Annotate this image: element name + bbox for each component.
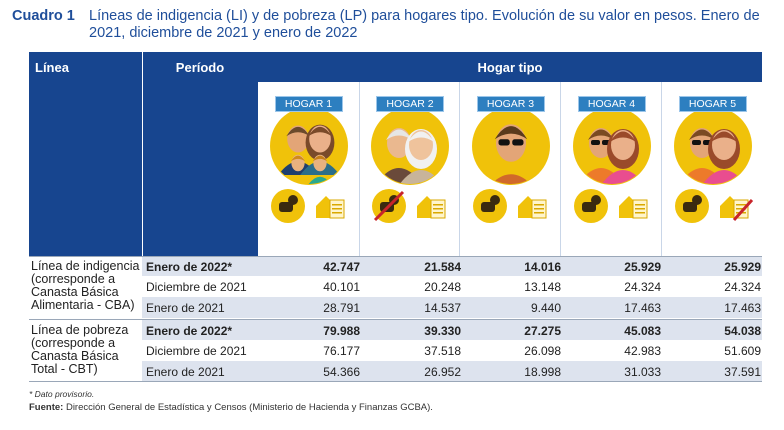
periodo-cell: Enero de 2022* <box>146 260 233 274</box>
value-cell: 25.929 <box>624 260 661 274</box>
hogar-icons <box>672 186 754 231</box>
value-cell: 54.366 <box>323 365 360 379</box>
value-cell: 26.098 <box>524 344 561 358</box>
value-cell: 79.988 <box>323 324 360 338</box>
caption-title: Líneas de indigencia (LI) y de pobreza (… <box>89 8 760 41</box>
single-man-icon <box>471 107 550 185</box>
row-shade <box>142 256 762 276</box>
hogar-portrait <box>571 105 653 192</box>
hogar-badge: HOGAR 1 <box>274 96 343 112</box>
value-cell: 51.609 <box>724 344 761 358</box>
footnote: * Dato provisorio. <box>29 389 95 399</box>
value-cell: 54.038 <box>724 324 761 338</box>
value-cell: 27.275 <box>524 324 561 338</box>
value-cell: 37.591 <box>724 365 761 379</box>
hogar-cell-1: HOGAR 1 <box>258 82 359 256</box>
source-text: Dirección General de Estadística y Censo… <box>65 402 433 413</box>
value-cell: 17.463 <box>724 301 761 315</box>
row-divider <box>29 256 762 257</box>
hogar-portrait <box>470 105 552 192</box>
source-line: Fuente: Dirección General de Estadística… <box>29 402 433 413</box>
value-cell: 37.518 <box>424 344 461 358</box>
couple-icon <box>673 107 752 185</box>
row-divider <box>29 319 762 320</box>
column-divider <box>142 52 143 256</box>
household-attributes-icons <box>372 189 446 223</box>
periodo-cell: Diciembre de 2021 <box>146 344 247 358</box>
hogar-icons <box>571 186 653 231</box>
hogar-icons <box>470 186 552 231</box>
value-cell: 18.998 <box>524 365 561 379</box>
household-attributes-icons <box>674 189 753 223</box>
blue-left-panel <box>29 52 258 256</box>
hogar-badge: HOGAR 3 <box>476 96 545 112</box>
hogar-cell-3: HOGAR 3 <box>459 82 561 256</box>
group-label: Línea de indigencia (corresponde a Canas… <box>31 259 140 312</box>
hogar-portrait <box>672 105 754 192</box>
value-cell: 25.929 <box>724 260 761 274</box>
value-cell: 24.324 <box>724 280 761 294</box>
row-divider <box>29 381 762 382</box>
header-linea: Línea <box>29 52 142 82</box>
hogar-portrait <box>268 105 350 192</box>
value-cell: 14.016 <box>524 260 561 274</box>
elderly-couple-icon <box>371 107 449 185</box>
value-cell: 42.747 <box>323 260 360 274</box>
row-shade <box>142 320 762 340</box>
household-attributes-icons <box>472 189 546 223</box>
header-periodo: Período <box>142 52 258 82</box>
header-hogar-tipo: Hogar tipo <box>258 52 762 82</box>
group-label: Línea de pobreza (corresponde a Canasta … <box>31 323 129 376</box>
hogar-cell-4: HOGAR 4 <box>560 82 662 256</box>
hogar-portrait <box>369 105 451 192</box>
hogar-icons <box>268 186 350 231</box>
hogar-cell-5: HOGAR 5 <box>661 82 763 256</box>
household-attributes-icons <box>270 189 344 223</box>
row-shade <box>142 361 762 382</box>
value-cell: 45.083 <box>624 324 661 338</box>
periodo-cell: Enero de 2021 <box>146 301 225 315</box>
couple-icon <box>572 107 651 185</box>
caption-number: Cuadro 1 <box>12 8 75 24</box>
value-cell: 76.177 <box>323 344 360 358</box>
hogar-icons <box>369 186 451 231</box>
value-cell: 24.324 <box>624 280 661 294</box>
value-cell: 28.791 <box>323 301 360 315</box>
periodo-cell: Diciembre de 2021 <box>146 280 247 294</box>
source-label: Fuente: <box>29 402 64 413</box>
value-cell: 26.952 <box>424 365 461 379</box>
value-cell: 21.584 <box>424 260 461 274</box>
hogar-badge: HOGAR 4 <box>577 96 646 112</box>
value-cell: 20.248 <box>424 280 461 294</box>
hogar-cell-2: HOGAR 2 <box>359 82 460 256</box>
hogar-badge: HOGAR 5 <box>678 96 747 112</box>
value-cell: 42.983 <box>624 344 661 358</box>
periodo-cell: Enero de 2022* <box>146 324 233 338</box>
value-cell: 9.440 <box>530 301 561 315</box>
row-shade <box>142 297 762 318</box>
value-cell: 31.033 <box>624 365 661 379</box>
value-cell: 39.330 <box>424 324 461 338</box>
value-cell: 40.101 <box>323 280 360 294</box>
hogar-badge: HOGAR 2 <box>376 96 444 112</box>
family-of-four-icon <box>269 107 348 185</box>
household-attributes-icons <box>573 189 647 223</box>
periodo-cell: Enero de 2021 <box>146 365 225 379</box>
value-cell: 17.463 <box>624 301 661 315</box>
value-cell: 13.148 <box>524 280 561 294</box>
value-cell: 14.537 <box>424 301 461 315</box>
